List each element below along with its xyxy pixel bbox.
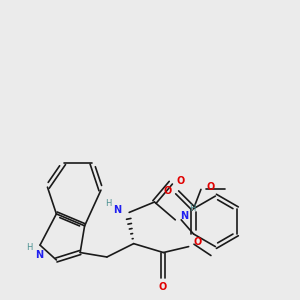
Text: O: O [206, 182, 214, 192]
Text: O: O [176, 176, 184, 186]
Text: N: N [113, 205, 122, 215]
Text: O: O [159, 282, 167, 292]
Text: O: O [194, 237, 202, 247]
Text: H: H [26, 243, 33, 252]
Text: H: H [105, 199, 112, 208]
Text: O: O [164, 186, 172, 196]
Text: N: N [180, 211, 188, 221]
Text: N: N [35, 250, 44, 260]
Text: H: H [189, 204, 196, 213]
